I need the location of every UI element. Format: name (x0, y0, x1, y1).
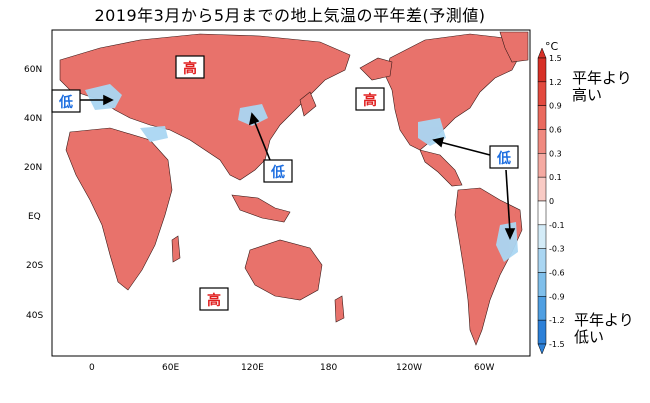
lon-label-0: 0 (89, 363, 95, 373)
colorbar-segment (537, 248, 547, 273)
low-text-china: 低 (270, 164, 285, 181)
colorbar-tick-label: 0.6 (549, 126, 562, 135)
land-layer (59, 31, 529, 346)
australia (244, 239, 323, 301)
legend-above-text: 平年より 高い (572, 70, 632, 104)
colorbar-tick-label: -0.9 (549, 292, 565, 301)
colorbar-tick-label: -0.6 (549, 269, 565, 278)
colorbar-segment (537, 153, 547, 178)
lat-label-20s: 20S (26, 261, 43, 271)
high-box-pacific (355, 87, 385, 111)
japan (299, 91, 317, 117)
central-america (419, 149, 463, 187)
greenland (499, 31, 529, 63)
low-box-us (489, 145, 519, 169)
high-box-indian (199, 287, 229, 311)
madagascar (171, 235, 181, 263)
cool-patch-mideast (140, 126, 168, 142)
arrowhead-brazil (504, 228, 516, 240)
colorbar-unit: °C (545, 40, 559, 53)
high-box-russia (175, 55, 205, 79)
low-labels: 低 低 低 (51, 89, 519, 183)
colorbar-tick-label: 0.3 (549, 149, 562, 158)
high-labels: 高 高 高 (175, 55, 385, 311)
colorbar-tick-label: 0.9 (549, 102, 562, 111)
low-box-china (263, 159, 293, 183)
arrow-brazil (505, 169, 511, 233)
high-text-pacific: 高 (363, 92, 377, 109)
colorbar-tick-label: 0 (549, 197, 554, 206)
legend-below-line1: 平年より (574, 311, 634, 329)
colorbar-tick-label: 0.1 (549, 173, 562, 182)
legend-below-text: 平年より 低い (574, 312, 634, 346)
colorbar-segment (537, 81, 547, 106)
lon-label-60e: 60E (162, 363, 179, 373)
africa (65, 127, 173, 291)
legend-below-line2: 低い (574, 328, 605, 346)
colorbar-segment (537, 57, 547, 83)
maritime-se-asia (231, 194, 291, 223)
colorbar-tick-label: -0.1 (549, 221, 565, 230)
lon-label-60w: 60W (474, 363, 494, 373)
arrow-us (439, 141, 491, 156)
colorbar-tick-label: 1.2 (549, 78, 562, 87)
low-box-europe (51, 89, 81, 113)
alaska (359, 57, 393, 81)
arrow-china (253, 119, 271, 161)
high-text-indian: 高 (207, 292, 221, 309)
colorbar-segment (537, 129, 547, 154)
lat-label-40n: 40N (24, 114, 42, 124)
lat-label-60n: 60N (24, 65, 42, 75)
lat-label-20n: 20N (24, 163, 42, 173)
lat-label-40s: 40S (26, 311, 43, 321)
arrowhead-us (432, 136, 445, 148)
lon-label-180: 180 (320, 363, 337, 373)
colorbar-tick-label: 1.5 (549, 54, 562, 63)
lon-label-120w: 120W (396, 363, 422, 373)
colorbar-segment (537, 296, 547, 321)
colorbar-segment (537, 176, 547, 202)
lat-label-eq: EQ (28, 212, 41, 222)
colorbar-segment (537, 319, 547, 345)
lon-ticks: 0 60E 120E 180 120W 60W (89, 363, 494, 373)
lon-label-120e: 120E (241, 363, 264, 373)
colorbar: 1.5 1.2 0.9 0.6 0.3 0.1 0 -0.1 -0.3 -0.6 -0.9 -1.2 -… (537, 47, 565, 355)
lat-ticks: 60N 40N 20N EQ 20S 40S (24, 65, 43, 321)
arrowhead-europe (103, 94, 114, 106)
colorbar-bottom-arrow (537, 343, 547, 355)
low-text-europe: 低 (58, 94, 73, 111)
colorbar-tick-label: -0.3 (549, 245, 565, 254)
arrows (80, 94, 516, 240)
colorbar-segment (537, 200, 547, 226)
low-text-us: 低 (496, 150, 511, 167)
new-zealand (334, 295, 345, 323)
colorbar-segment (537, 105, 547, 130)
colorbar-segment (537, 272, 547, 297)
legend-above-line1: 平年より (572, 69, 632, 87)
high-text-russia: 高 (183, 60, 197, 77)
map-title: 2019年3月から5月までの地上気温の平年差(予測値) (94, 6, 486, 25)
colorbar-tick-label: -1.2 (549, 316, 565, 325)
arrowhead-china (248, 112, 260, 126)
legend-above-line2: 高い (572, 86, 603, 104)
colorbar-segment (537, 224, 547, 249)
colorbar-tick-label: -1.5 (549, 340, 565, 349)
